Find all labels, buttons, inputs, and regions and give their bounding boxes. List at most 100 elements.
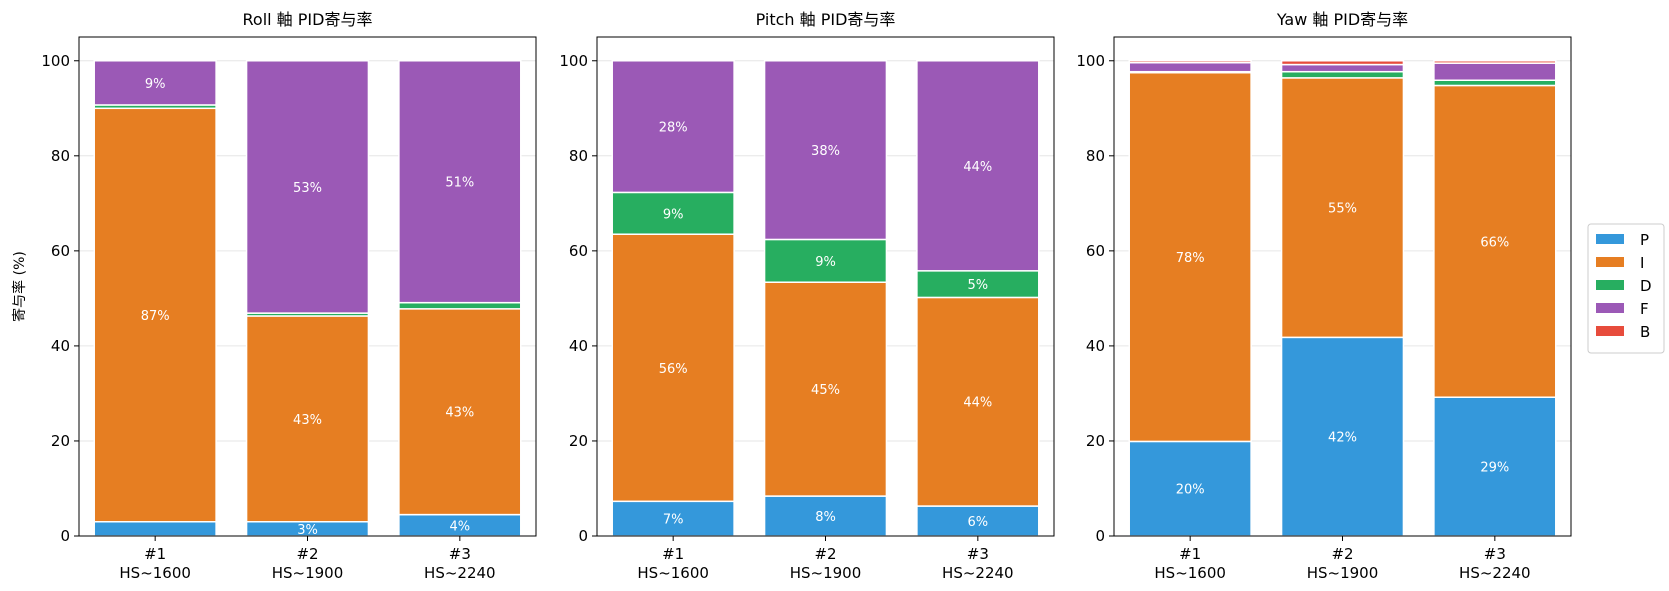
bar-segment-f <box>1128 61 1252 73</box>
data-label: 87% <box>141 309 170 324</box>
bar-segment-i <box>1128 71 1252 443</box>
x-tick-label: HS~1900 <box>272 564 344 582</box>
bar-segment-f <box>245 60 370 314</box>
legend-box <box>1587 223 1665 354</box>
chart-title: Pitch 軸 PID寄与率 <box>756 10 896 29</box>
y-tick-label: 40 <box>569 337 588 355</box>
data-label: 53% <box>293 181 322 196</box>
x-tick-label: HS~1600 <box>637 564 709 582</box>
data-label: 28% <box>659 121 688 136</box>
x-tick-label: #2 <box>814 545 836 563</box>
chart-panel-3: 20% 78% #1HS~1600 42% 55% #2HS~1900 29% 66% #3HS… <box>1076 10 1572 582</box>
data-label: 43% <box>293 413 322 428</box>
y-tick-label: 0 <box>60 527 70 545</box>
x-tick-label: #3 <box>449 545 471 563</box>
y-tick-label: 100 <box>559 52 588 70</box>
y-tick-label: 60 <box>51 242 70 260</box>
data-label: 44% <box>963 160 992 175</box>
data-label: 9% <box>663 207 684 222</box>
data-label: 8% <box>815 510 836 525</box>
y-tick-label: 20 <box>51 432 70 450</box>
y-tick-label: 80 <box>51 147 70 165</box>
bar-segment-f <box>763 60 888 241</box>
bar-segment-i <box>245 315 370 523</box>
bar-segment-f <box>1433 62 1557 81</box>
x-tick-label: #1 <box>662 545 684 563</box>
bar-segment-d <box>1433 79 1557 87</box>
data-label: 9% <box>815 255 836 270</box>
y-tick-label: 100 <box>1076 52 1105 70</box>
legend-label: B <box>1640 323 1650 341</box>
bar-segment-p <box>916 505 1040 537</box>
bar-segment-b <box>1128 60 1252 64</box>
legend-label: P <box>1640 231 1649 249</box>
bar-segment-d <box>398 301 522 310</box>
bar-segment-f <box>398 60 522 304</box>
bar-segment-p <box>93 520 217 537</box>
y-axis-label: 寄与率 (%) <box>11 251 28 322</box>
bar-segment-p <box>1280 336 1405 537</box>
x-tick-label: HS~1600 <box>119 564 191 582</box>
legend-swatch <box>1596 280 1624 290</box>
bar-segment-i <box>398 308 522 516</box>
data-label: 45% <box>811 383 840 398</box>
bar-segment-f <box>93 60 217 106</box>
chart-panel-1: 87% 9% #1HS~1600 3% 43% 53% #2HS~1900 4% 43% 51% #… <box>11 10 537 582</box>
y-tick-label: 60 <box>1086 242 1105 260</box>
y-tick-label: 0 <box>578 527 588 545</box>
y-tick-label: 20 <box>569 432 588 450</box>
chart-panel-2: 7% 56% 9% 28% #1HS~1600 8% 45% 9% 38% #2HS~1900 6%… <box>559 10 1055 582</box>
data-label: 3% <box>297 523 318 538</box>
bar-segment-d <box>1280 70 1405 79</box>
x-tick-label: HS~2240 <box>1459 564 1531 582</box>
legend-swatch <box>1596 234 1624 244</box>
data-label: 5% <box>968 278 989 293</box>
y-tick-label: 0 <box>1095 527 1105 545</box>
legend-label: I <box>1640 254 1644 272</box>
chart-title: Yaw 軸 PID寄与率 <box>1276 10 1408 29</box>
x-tick-label: HS~1600 <box>1154 564 1226 582</box>
x-tick-label: HS~1900 <box>790 564 862 582</box>
data-label: 56% <box>659 362 688 377</box>
data-label: 78% <box>1176 251 1205 266</box>
bar-segment-i <box>1433 84 1557 398</box>
bar-segment-b <box>1280 60 1405 66</box>
data-label: 29% <box>1480 461 1509 476</box>
bar-segment-d <box>763 238 888 283</box>
data-label: 51% <box>445 176 474 191</box>
y-tick-label: 60 <box>569 242 588 260</box>
x-tick-label: #2 <box>296 545 318 563</box>
data-label: 42% <box>1328 431 1357 446</box>
axes-frame <box>1113 36 1572 537</box>
data-label: 66% <box>1480 235 1509 250</box>
x-tick-label: #2 <box>1331 545 1353 563</box>
legend-label: D <box>1640 277 1652 295</box>
y-tick-label: 40 <box>51 337 70 355</box>
y-tick-label: 100 <box>41 52 70 70</box>
y-tick-label: 40 <box>1086 337 1105 355</box>
bar-segment-i <box>916 296 1040 507</box>
data-label: 9% <box>145 77 166 92</box>
x-tick-label: HS~2240 <box>424 564 496 582</box>
bar-segment-p <box>763 495 888 537</box>
bar-segment-i <box>763 281 888 497</box>
data-label: 44% <box>963 396 992 411</box>
axes-frame <box>78 36 537 537</box>
data-label: 6% <box>968 515 989 530</box>
bar-segment-i <box>611 233 735 503</box>
chart-title: Roll 軸 PID寄与率 <box>243 10 373 29</box>
data-label: 38% <box>811 144 840 159</box>
data-label: 20% <box>1176 483 1205 498</box>
x-tick-label: #1 <box>144 545 166 563</box>
bar-segment-f <box>1280 63 1405 73</box>
x-tick-label: HS~2240 <box>942 564 1014 582</box>
data-label: 7% <box>663 513 684 528</box>
x-tick-label: #3 <box>1484 545 1506 563</box>
legend-swatch <box>1596 257 1624 267</box>
bar-segment-p <box>1433 396 1557 537</box>
legend-label: F <box>1640 300 1649 318</box>
axes-frame <box>596 36 1055 537</box>
x-tick-label: HS~1900 <box>1307 564 1379 582</box>
